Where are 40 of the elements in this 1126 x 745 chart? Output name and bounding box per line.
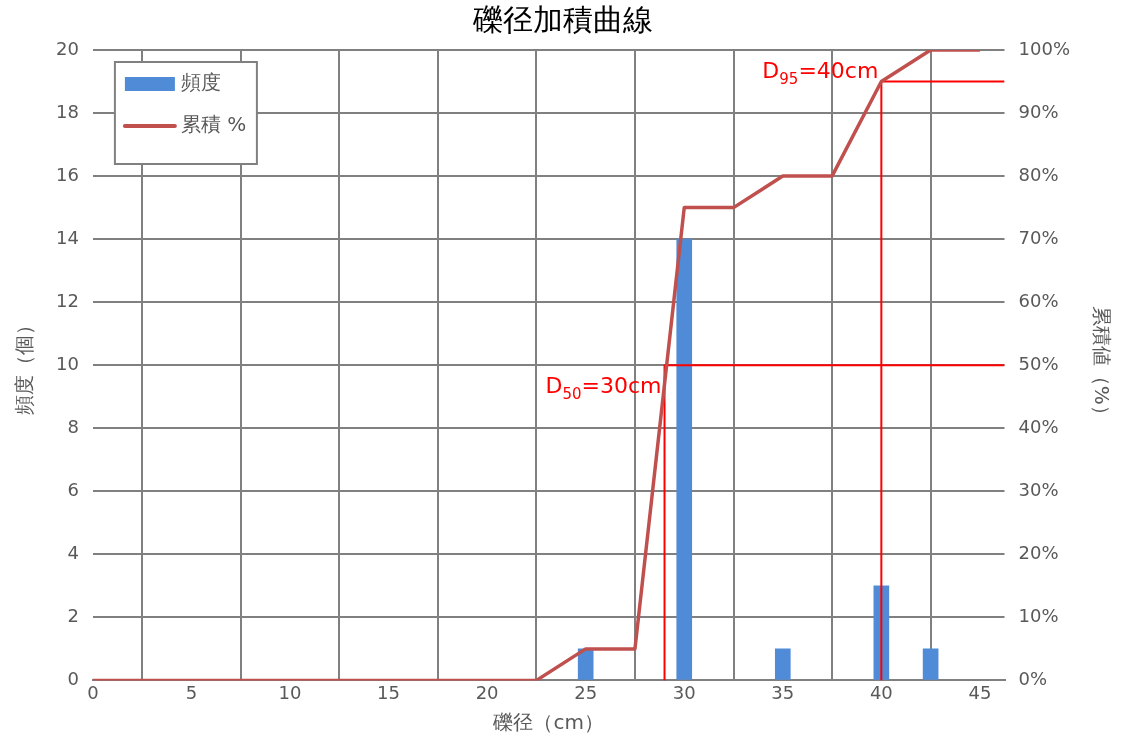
y-tick-label: 16 (56, 163, 79, 185)
y2-tick-label: 100% (1018, 37, 1071, 59)
x-tick-label: 5 (185, 681, 198, 703)
y-tick-label: 6 (67, 478, 79, 500)
y2-axis-title: 累積値（%） (1089, 305, 1114, 425)
x-axis-title: 礫径（cm） (492, 710, 604, 735)
x-tick-label: 15 (377, 681, 401, 703)
y2-tick-label: 30% (1018, 478, 1059, 500)
y2-tick-label: 70% (1018, 226, 1059, 248)
legend-label: 累積 % (180, 112, 247, 137)
bar (676, 238, 693, 680)
x-tick-label: 35 (771, 681, 795, 703)
y-tick-label: 20 (56, 37, 79, 59)
x-tick-label: 40 (869, 681, 893, 703)
y-tick-label: 4 (67, 541, 79, 563)
x-tick-label: 30 (672, 681, 696, 703)
y2-tick-label: 40% (1018, 415, 1059, 437)
y2-tick-label: 90% (1018, 100, 1059, 122)
y2-tick-label: 0% (1018, 668, 1048, 690)
x-tick-label: 10 (278, 681, 302, 703)
legend-label: 頻度 (180, 70, 221, 95)
chart-title: 礫径加積曲線 (472, 1, 653, 37)
y-tick-label: 10 (56, 352, 79, 374)
bar (774, 648, 791, 680)
y2-tick-label: 50% (1018, 352, 1059, 374)
y2-tick-label: 10% (1018, 605, 1059, 627)
y2-tick-label: 80% (1018, 163, 1059, 185)
y-tick-label: 2 (67, 605, 79, 627)
x-tick-label: 45 (968, 681, 992, 703)
y-axis-title: 頻度（個） (12, 315, 37, 416)
x-tick-label: 20 (475, 681, 499, 703)
y-tick-label: 12 (56, 289, 79, 311)
bar (922, 648, 939, 680)
y-tick-label: 8 (67, 415, 79, 437)
y-tick-label: 14 (56, 226, 79, 248)
y2-tick-label: 60% (1018, 289, 1059, 311)
x-tick-label: 0 (87, 681, 99, 703)
y2-tick-label: 20% (1018, 541, 1059, 563)
x-tick-label: 25 (574, 681, 598, 703)
y-tick-label: 18 (56, 100, 79, 122)
